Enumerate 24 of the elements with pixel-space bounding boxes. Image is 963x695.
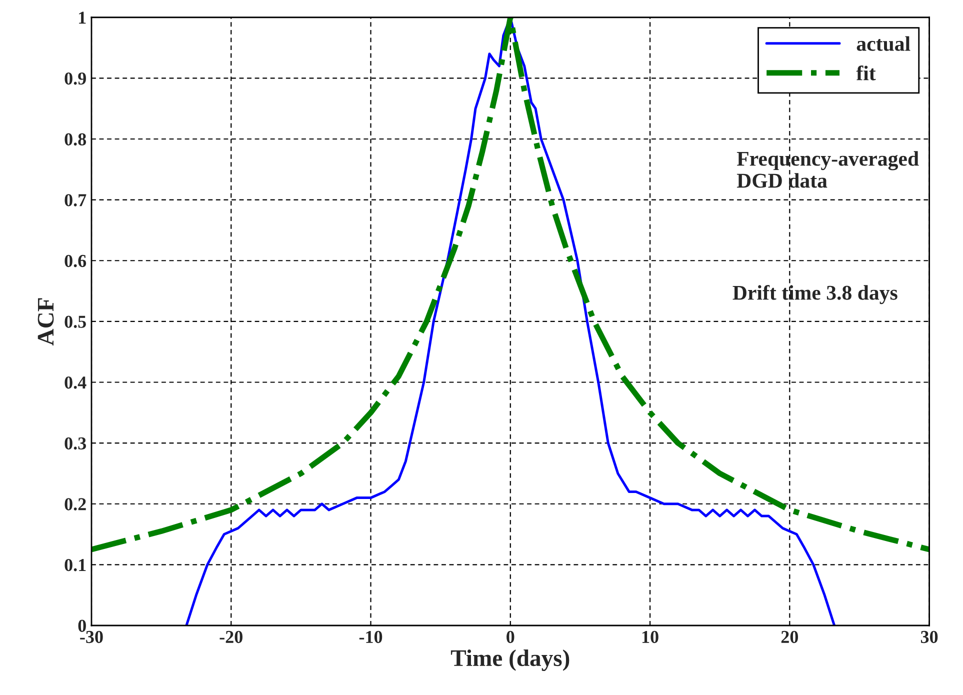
x-tick-label: -10 [359, 630, 382, 644]
x-tick-label: -20 [220, 630, 242, 644]
x-tick-label: 0 [506, 630, 514, 644]
y-tick-label: 0.3 [64, 437, 86, 450]
x-axis-title: Time (days) [450, 650, 570, 671]
y-axis-title: ACF [38, 298, 54, 346]
legend-label: actual [856, 36, 910, 51]
x-tick-label: 30 [920, 630, 938, 644]
y-tick-label: 0.6 [64, 254, 86, 268]
x-tick-label: 10 [642, 630, 658, 644]
annotation: Frequency-averaged DGD data [736, 151, 919, 188]
y-tick-label: 0.4 [64, 376, 86, 389]
y-tick-label: 0.1 [64, 558, 86, 572]
annotation: Drift time 3.8 days [732, 284, 898, 304]
x-tick-label: -30 [80, 630, 103, 644]
y-tick-label: 0.9 [64, 72, 86, 85]
y-tick-label: 0.8 [64, 133, 86, 146]
y-tick-label: 0 [78, 620, 86, 632]
x-tick-label: 20 [781, 630, 798, 644]
y-tick-label: 0.7 [64, 194, 86, 206]
y-tick-label: 0.2 [64, 498, 86, 510]
y-tick-label: 0.5 [64, 316, 86, 328]
y-tick-label: 1 [79, 12, 86, 24]
legend-label: fit [856, 65, 876, 80]
